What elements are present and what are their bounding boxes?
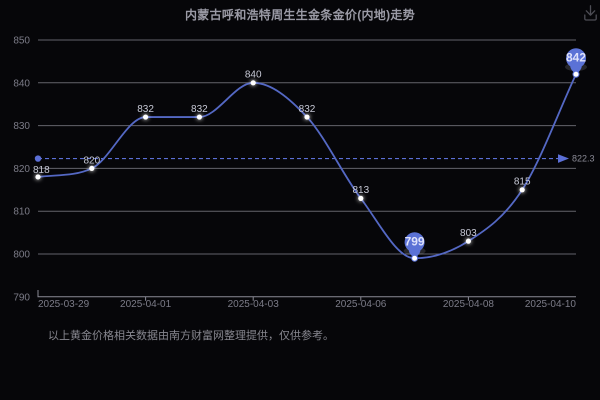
svg-text:820: 820: [83, 156, 100, 167]
svg-text:818: 818: [33, 165, 50, 176]
svg-text:840: 840: [245, 70, 262, 81]
svg-text:850: 850: [13, 36, 30, 47]
svg-text:842: 842: [566, 51, 586, 65]
svg-text:832: 832: [191, 104, 208, 115]
svg-text:2025-04-08: 2025-04-08: [443, 299, 495, 310]
svg-text:799: 799: [405, 235, 425, 249]
svg-text:832: 832: [299, 104, 316, 115]
svg-text:822.3: 822.3: [572, 154, 595, 164]
svg-text:2025-04-06: 2025-04-06: [335, 299, 387, 310]
svg-text:830: 830: [13, 121, 30, 132]
svg-text:810: 810: [13, 207, 30, 218]
svg-text:2025-03-29: 2025-03-29: [38, 299, 90, 310]
svg-text:820: 820: [13, 164, 30, 175]
svg-text:2025-04-10: 2025-04-10: [525, 299, 577, 310]
svg-text:813: 813: [352, 185, 369, 196]
svg-text:790: 790: [13, 292, 30, 303]
svg-text:2025-04-03: 2025-04-03: [228, 299, 280, 310]
svg-text:840: 840: [13, 78, 30, 89]
svg-text:800: 800: [13, 250, 30, 261]
svg-text:803: 803: [460, 228, 477, 239]
svg-text:815: 815: [514, 177, 531, 188]
svg-text:2025-04-01: 2025-04-01: [120, 299, 172, 310]
svg-text:832: 832: [137, 104, 154, 115]
